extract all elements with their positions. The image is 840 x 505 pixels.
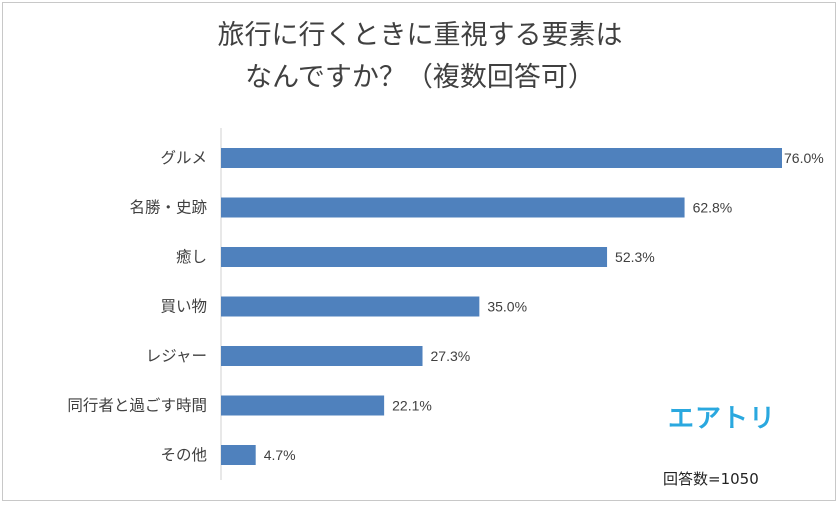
data-label: 4.7% bbox=[264, 447, 296, 463]
eatri-logo: エアトリ bbox=[668, 404, 777, 434]
category-label: 同行者と過ごす時間 bbox=[67, 397, 207, 415]
data-label: 35.0% bbox=[487, 299, 527, 315]
data-label: 27.3% bbox=[431, 348, 471, 364]
category-label: 買い物 bbox=[160, 298, 207, 316]
respondent-count: 回答数=1050 bbox=[663, 470, 759, 488]
data-label: 62.8% bbox=[693, 200, 733, 216]
category-label: グルメ bbox=[160, 149, 207, 167]
bar bbox=[221, 296, 480, 317]
category-label: 名勝・史跡 bbox=[129, 199, 207, 217]
chart-title-line-1: 旅行に行くときに重視する要素は bbox=[217, 20, 623, 51]
bar bbox=[221, 346, 423, 366]
bar bbox=[221, 445, 256, 465]
data-label: 76.0% bbox=[784, 150, 824, 166]
chart-title-line-2: なんですか？（複数回答可） bbox=[245, 62, 595, 93]
bar bbox=[221, 148, 782, 168]
category-label: その他 bbox=[160, 446, 207, 464]
bar bbox=[221, 395, 385, 416]
category-label: 癒し bbox=[176, 248, 207, 266]
data-label: 52.3% bbox=[615, 249, 655, 265]
category-label: レジャー bbox=[146, 347, 207, 365]
data-label: 22.1% bbox=[392, 398, 432, 414]
bar bbox=[221, 197, 685, 218]
bar bbox=[221, 247, 608, 267]
